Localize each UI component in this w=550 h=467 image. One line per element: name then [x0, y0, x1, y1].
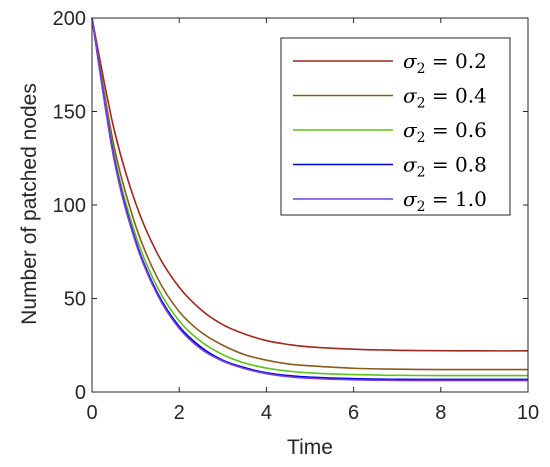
- x-tick-label: 4: [261, 402, 272, 424]
- y-tick-label: 100: [53, 195, 86, 217]
- axes-box: [91, 17, 529, 393]
- legend-label-2: σ2 = 0.4: [403, 84, 487, 112]
- series-line-5: [91, 17, 528, 382]
- y-tick-label: 150: [53, 102, 86, 124]
- x-tick-label: 2: [174, 402, 185, 424]
- series-line-1: [91, 17, 529, 352]
- plot-frame: [91, 17, 529, 393]
- legend-label-3: σ2 = 0.6: [403, 118, 487, 146]
- y-tick-label: 0: [75, 382, 86, 404]
- legend-label-1: σ2 = 0.2: [403, 49, 487, 77]
- x-tick-label: 8: [435, 402, 446, 424]
- legend-label-5: σ2 = 1.0: [403, 187, 487, 215]
- x-tick-label: 10: [517, 402, 539, 424]
- x-tick-label: 0: [86, 402, 97, 424]
- legend-box: [280, 37, 511, 216]
- y-tick-label: 50: [64, 289, 86, 311]
- series-line-3: [91, 17, 528, 377]
- y-tick-label: 200: [53, 8, 86, 30]
- series-line-2: [91, 17, 528, 371]
- x-tick-label: 6: [348, 402, 359, 424]
- legend-label-4: σ2 = 0.8: [403, 153, 487, 181]
- y-axis-label: Number of patched nodes: [18, 83, 41, 325]
- x-axis-label: Time: [287, 436, 333, 459]
- series-lines: [91, 17, 529, 382]
- legend: σ2 = 0.2 σ2 = 0.4 σ2 = 0.6 σ2 = 0.8 σ2 = 1.0: [280, 37, 511, 216]
